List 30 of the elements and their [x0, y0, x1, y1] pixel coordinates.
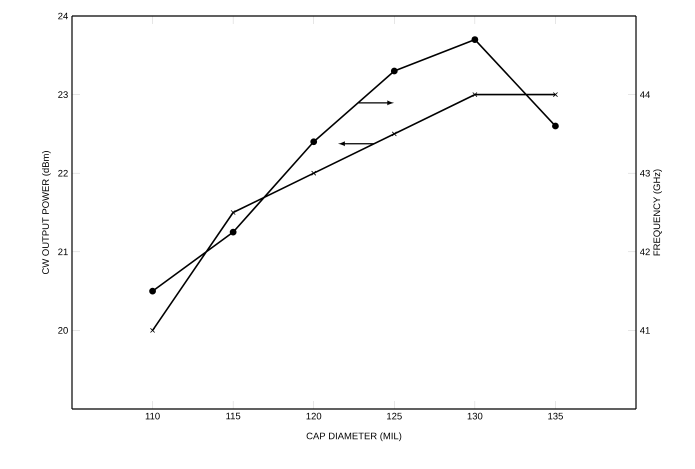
x-tick-label: 110 [146, 412, 160, 420]
point [150, 328, 156, 333]
y2-tick-label: 41 [640, 327, 650, 334]
x-axis-title: CAP DIAMETER (MIL) [306, 432, 402, 442]
point [390, 68, 398, 74]
y2-tick-label: 42 [640, 248, 650, 256]
point [310, 138, 318, 146]
point [311, 170, 316, 176]
y2-tick-label: 44 [640, 91, 650, 98]
x-tick-label: 135 [548, 412, 563, 420]
x-tick-label: 115 [226, 412, 240, 420]
x-tick-label: 120 [306, 412, 322, 420]
y2-tick-label: 43 [640, 170, 650, 177]
x-tick-label: 130 [468, 412, 482, 420]
x-tick-label: 125 [387, 412, 402, 420]
y-tick-label: 22 [58, 170, 68, 177]
point [392, 131, 397, 136]
point [230, 228, 237, 236]
point [471, 36, 478, 43]
y-tick-label: 24 [58, 12, 68, 20]
point [149, 288, 156, 294]
y-tick-label: 23 [58, 91, 68, 98]
point [552, 122, 559, 130]
y-tick-label: 20 [58, 327, 68, 334]
point [230, 210, 236, 216]
y-tick-label: 21 [58, 248, 68, 256]
y-axis-title: CW OUTPUT POWER (dBm) [42, 151, 51, 274]
y2-axis-title: FREQUENCY (GHz) [653, 169, 662, 256]
point [552, 92, 558, 98]
point [472, 92, 478, 98]
